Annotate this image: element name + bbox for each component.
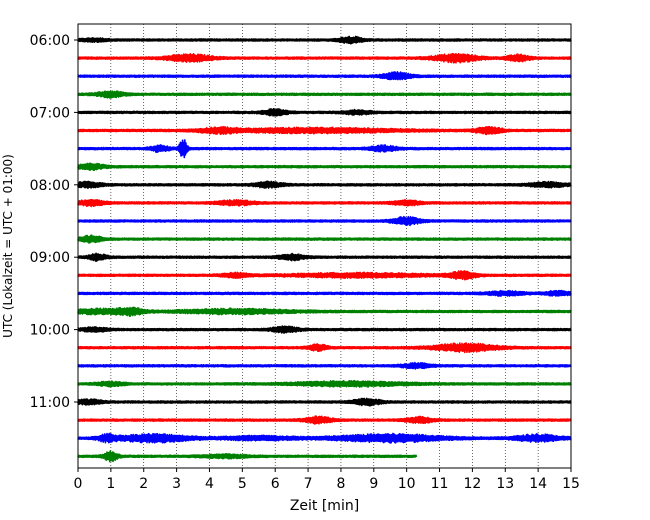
y-tick-label: 07:00 (30, 105, 70, 121)
trace-1030 (77, 361, 572, 370)
y-axis-label: UTC (Lokalzeit = UTC + 01:00) (1, 154, 15, 338)
trace-0600 (77, 35, 572, 45)
x-tick-label: 2 (139, 476, 148, 492)
x-tick-label: 5 (238, 476, 247, 492)
trace-0815 (77, 198, 572, 208)
x-tick-label: 6 (271, 476, 280, 492)
trace-0745 (77, 162, 572, 172)
trace-0630 (77, 71, 572, 81)
x-tick-label: 1 (106, 476, 115, 492)
seismogram-traces (77, 35, 572, 463)
trace-1015 (77, 342, 572, 354)
trace-0845 (77, 234, 572, 244)
y-tick-label: 09:00 (30, 250, 70, 266)
y-tick-label: 10:00 (30, 323, 70, 339)
x-tick-label: 9 (369, 476, 378, 492)
trace-0730 (77, 139, 572, 159)
y-tick-label: 08:00 (30, 178, 70, 194)
trace-0915 (77, 269, 572, 281)
trace-1100 (77, 397, 572, 407)
trace-0900 (77, 252, 572, 262)
trace-0615 (77, 52, 572, 64)
trace-0715 (77, 125, 572, 136)
trace-0645 (77, 90, 572, 99)
trace-0930 (77, 289, 572, 297)
x-tick-label: 11 (431, 476, 449, 492)
x-tick-label: 4 (205, 476, 214, 492)
trace-1000 (77, 325, 572, 334)
x-tick-label: 0 (74, 476, 83, 492)
trace-0945 (77, 306, 572, 317)
x-tick-label: 15 (562, 476, 580, 492)
trace-1115 (77, 415, 572, 425)
trace-1130 (77, 432, 572, 444)
y-axis-ticks: 06:00 07:00 08:00 09:00 10:00 11:00 (30, 33, 78, 411)
plot-frame (77, 23, 572, 469)
x-tick-label: 3 (172, 476, 181, 492)
trace-1145 (77, 450, 418, 463)
x-tick-label: 7 (304, 476, 313, 492)
x-tick-label: 12 (463, 476, 481, 492)
trace-0700 (77, 107, 572, 117)
trace-0800 (77, 180, 572, 190)
x-tick-label: 13 (496, 476, 514, 492)
y-tick-label: 11:00 (30, 395, 70, 411)
trace-0830 (77, 215, 572, 227)
x-axis-ticks: 0 1 2 3 4 5 6 7 8 9 10 11 12 13 14 15 (74, 468, 580, 492)
trace-1045 (77, 379, 572, 388)
y-tick-label: 06:00 (30, 33, 70, 49)
x-tick-label: 10 (398, 476, 416, 492)
x-tick-label: 14 (529, 476, 547, 492)
grid-lines (110, 24, 539, 468)
x-tick-label: 8 (336, 476, 345, 492)
x-axis-label: Zeit [min] (290, 498, 359, 514)
